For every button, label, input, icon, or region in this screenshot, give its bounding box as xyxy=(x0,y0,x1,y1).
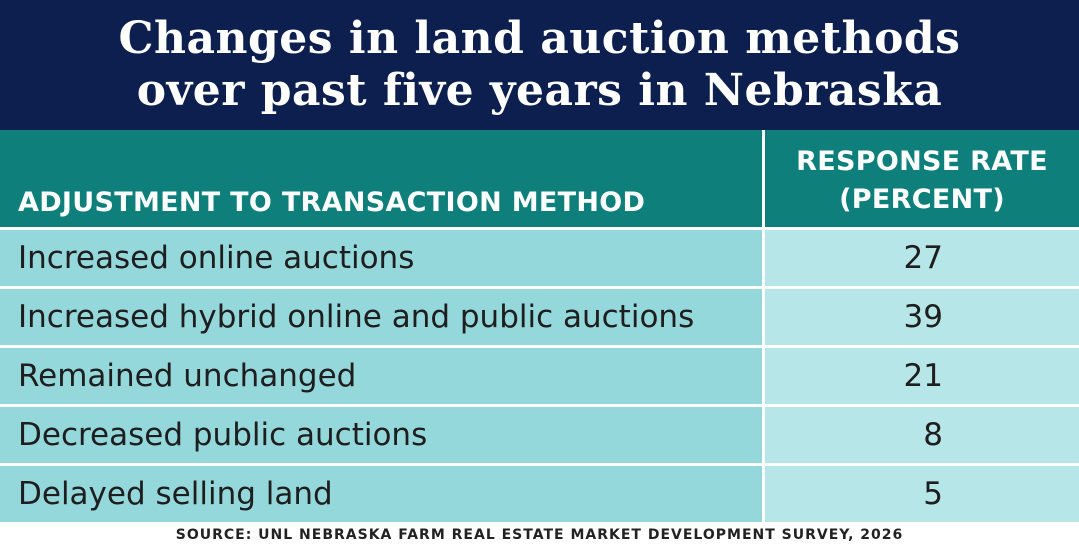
adjustment-cell: Increased online auctions xyxy=(0,230,762,286)
adjustment-cell: Remained unchanged xyxy=(0,348,762,404)
header-response-line-1: RESPONSE RATE xyxy=(796,145,1048,177)
response-rate-cell: 8 xyxy=(765,407,1079,463)
table-row: Decreased public auctions 8 xyxy=(0,407,1079,463)
adjustment-cell: Decreased public auctions xyxy=(0,407,762,463)
response-rate-value: 8 xyxy=(923,417,943,453)
adjustment-cell: Increased hybrid online and public aucti… xyxy=(0,289,762,345)
chart-title-line-2: over past five years in Nebraska xyxy=(136,65,943,116)
adjustment-label: Delayed selling land xyxy=(18,476,333,512)
adjustment-label: Increased hybrid online and public aucti… xyxy=(18,299,695,335)
adjustment-label: Increased online auctions xyxy=(18,240,415,276)
response-rate-value: 39 xyxy=(903,299,943,335)
response-rate-value: 21 xyxy=(903,358,943,394)
header-adjustment-label: ADJUSTMENT TO TRANSACTION METHOD xyxy=(18,187,646,218)
table-header-row: ADJUSTMENT TO TRANSACTION METHOD RESPONS… xyxy=(0,130,1079,227)
adjustment-label: Remained unchanged xyxy=(18,358,357,394)
header-response-column: RESPONSE RATE (PERCENT) xyxy=(765,130,1079,227)
title-banner: Changes in land auction methods over pas… xyxy=(0,0,1079,130)
table-row: Delayed selling land 5 xyxy=(0,466,1079,522)
response-rate-cell: 5 xyxy=(765,466,1079,522)
table-row: Increased hybrid online and public aucti… xyxy=(0,289,1079,345)
chart-title-line-1: Changes in land auction methods xyxy=(118,13,961,64)
table-row: Increased online auctions 27 xyxy=(0,230,1079,286)
response-rate-value: 5 xyxy=(923,476,943,512)
header-divider xyxy=(762,130,765,227)
response-rate-value: 27 xyxy=(903,240,943,276)
adjustment-label: Decreased public auctions xyxy=(18,417,428,453)
adjustment-cell: Delayed selling land xyxy=(0,466,762,522)
header-adjustment-column: ADJUSTMENT TO TRANSACTION METHOD xyxy=(0,130,762,227)
table-row: Remained unchanged 21 xyxy=(0,348,1079,404)
header-response-line-2: (PERCENT) xyxy=(839,183,1005,215)
response-rate-cell: 27 xyxy=(765,230,1079,286)
response-rate-cell: 39 xyxy=(765,289,1079,345)
source-note: SOURCE: UNL NEBRASKA FARM REAL ESTATE MA… xyxy=(175,527,904,543)
response-rate-cell: 21 xyxy=(765,348,1079,404)
